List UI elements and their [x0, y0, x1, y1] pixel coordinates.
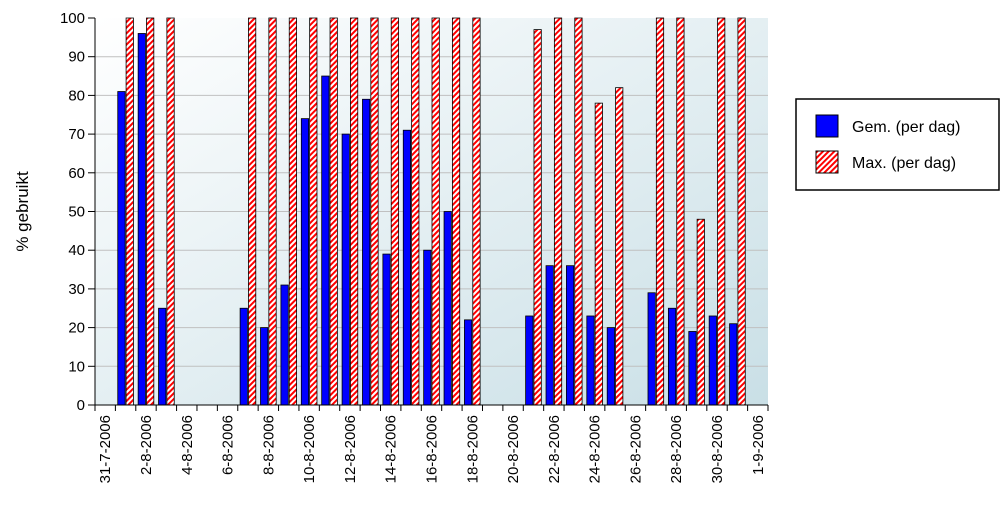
legend-label-gem: Gem. (per dag) [852, 119, 960, 136]
x-tick-label: 2-8-2006 [138, 415, 155, 475]
bar-max [248, 17, 257, 406]
x-tick-label: 8-8-2006 [260, 415, 277, 475]
bar-max [350, 17, 359, 406]
bar-max [329, 17, 338, 406]
axes: 0 10 20 30 40 50 60 70 80 90 100 31-7-2006 2-8-2006 4… [60, 10, 769, 483]
bar-gem [443, 211, 452, 406]
bar-max [268, 17, 277, 406]
bar-max [574, 17, 583, 406]
x-tick-label: 30-8-2006 [709, 415, 726, 483]
x-tick-label: 26-8-2006 [627, 415, 644, 483]
y-tick-label: 40 [68, 242, 85, 259]
bar-gem [260, 327, 269, 406]
y-tick-label: 60 [68, 165, 85, 182]
bar-max [125, 17, 134, 406]
bar-max [615, 87, 624, 406]
y-tick-label: 30 [68, 281, 85, 298]
legend-swatch-max [815, 150, 839, 174]
bars [117, 17, 746, 406]
bar-gem [341, 133, 350, 406]
bar-max [309, 17, 318, 406]
x-tick-label: 16-8-2006 [424, 415, 441, 483]
legend-label-max: Max. (per dag) [852, 155, 956, 172]
bar-gem [688, 331, 697, 406]
bar-gem [321, 75, 330, 406]
bar-max [696, 218, 705, 406]
bar-max [737, 17, 746, 406]
bar-max [146, 17, 155, 406]
bar-gem [545, 265, 554, 406]
bar-gem [423, 249, 432, 406]
y-tick-label: 100 [60, 10, 85, 27]
y-tick-label: 0 [77, 397, 85, 414]
y-axis-label: % gebruikt [13, 171, 32, 252]
bar-gem [606, 327, 615, 406]
bar-gem [239, 307, 248, 406]
bar-gem [708, 315, 717, 406]
legend-box [795, 98, 1000, 191]
bar-gem [158, 307, 167, 406]
bar-max [451, 17, 461, 406]
bar-gem [137, 33, 146, 406]
y-tick-label: 10 [68, 358, 85, 375]
bar-gem [667, 307, 677, 406]
bar-max [553, 17, 563, 406]
x-tick-label: 4-8-2006 [179, 415, 196, 475]
bar-max [655, 17, 665, 406]
bar-max [533, 29, 542, 406]
x-tick-label: 18-8-2006 [464, 415, 481, 483]
bar-max [431, 17, 440, 406]
x-tick-label: 28-8-2006 [668, 415, 685, 483]
x-tick-label: 20-8-2006 [505, 415, 522, 483]
x-tick-label: 1-9-2006 [750, 415, 767, 475]
x-tick-label: 22-8-2006 [546, 415, 563, 483]
x-tick-label: 24-8-2006 [587, 415, 604, 483]
bar-max [288, 17, 297, 406]
bar-max [390, 17, 399, 406]
bar-gem [586, 315, 595, 406]
bar-gem [382, 253, 391, 406]
bar-gem [525, 315, 534, 406]
bar-max [370, 17, 379, 406]
bar-max [166, 17, 175, 406]
bar-gem [464, 319, 473, 406]
bar-gem [300, 118, 310, 406]
bar-gem [117, 91, 126, 406]
bar-max [676, 17, 685, 406]
gridlines [95, 56, 768, 367]
bar-gem [729, 323, 738, 406]
bar-max [472, 17, 481, 406]
legend-swatch-gem [815, 114, 839, 138]
y-tick-label: 80 [68, 87, 85, 104]
x-tick-label: 31-7-2006 [97, 415, 114, 483]
legend: Gem. (per dag) Max. (per dag) [795, 98, 1000, 191]
y-tick-label: 50 [68, 204, 85, 221]
x-tick-label: 14-8-2006 [383, 415, 400, 483]
y-tick-label: 20 [68, 320, 85, 337]
bar-gem [566, 265, 575, 406]
bar-gem [647, 292, 656, 406]
x-tick-label: 10-8-2006 [301, 415, 318, 483]
bar-max [717, 17, 726, 406]
bar-max [411, 17, 420, 406]
y-tick-label: 90 [68, 49, 85, 66]
bar-gem [402, 129, 412, 406]
x-tick-label: 12-8-2006 [342, 415, 359, 483]
y-tick-label: 70 [68, 126, 85, 143]
x-tick-label: 6-8-2006 [220, 415, 237, 475]
bar-max [594, 102, 603, 406]
bar-gem [362, 98, 371, 406]
bar-gem [280, 284, 289, 406]
